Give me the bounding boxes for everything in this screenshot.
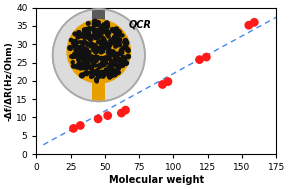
Y-axis label: -Δf/ΔR(Hz/Ohm): -Δf/ΔR(Hz/Ohm) [4,41,13,121]
Point [166,80,170,83]
Point [197,58,202,61]
X-axis label: Molecular weight: Molecular weight [109,175,204,185]
Point [78,124,83,127]
Point [247,24,251,27]
Point [119,112,124,115]
Point [204,56,209,59]
Point [96,117,101,120]
Point [252,21,257,24]
Point [160,83,165,86]
Point [71,127,76,130]
Point [105,114,110,117]
Point [123,109,128,112]
